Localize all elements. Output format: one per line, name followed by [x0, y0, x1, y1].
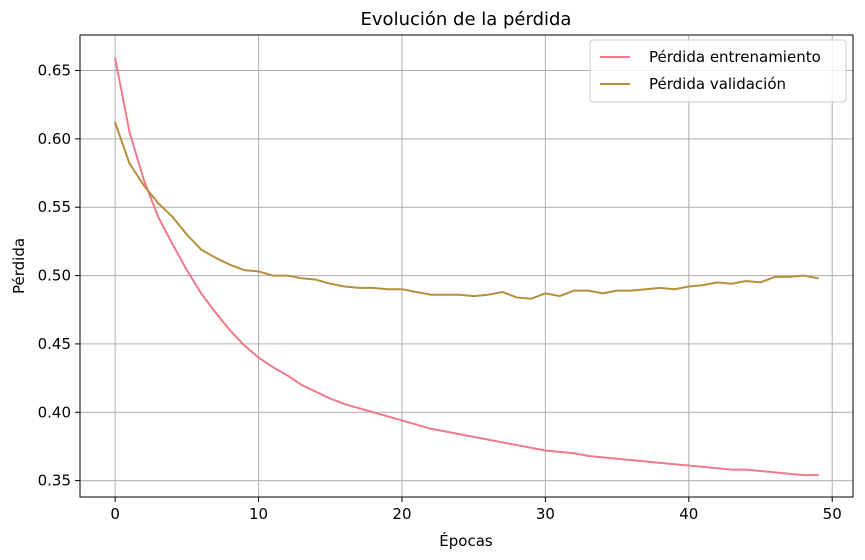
y-tick-label: 0.65	[38, 62, 71, 80]
y-tick-label: 0.35	[38, 472, 71, 490]
y-tick-label: 0.55	[38, 198, 71, 216]
chart-title: Evolución de la pérdida	[361, 9, 572, 30]
y-tick-label: 0.60	[38, 130, 71, 148]
x-tick-label: 10	[249, 505, 268, 523]
legend-label-val: Pérdida validación	[649, 75, 786, 93]
y-axis-label: Pérdida	[10, 238, 28, 294]
plot-frame	[79, 34, 854, 498]
training-loss-line	[114, 57, 819, 477]
x-tick-label: 40	[679, 505, 698, 523]
y-tick-label: 0.45	[38, 335, 71, 353]
legend-label-train: Pérdida entrenamiento	[649, 48, 821, 66]
x-tick-label: 30	[536, 505, 555, 523]
series-lines	[114, 57, 819, 477]
legend-box	[589, 39, 847, 103]
x-tick-label: 0	[110, 505, 120, 523]
x-tick-label: 50	[823, 505, 842, 523]
x-axis-label: Épocas	[439, 531, 493, 550]
axis-ticks: 0 10 20 30 40 50 0.35 0.40 0.45 0.50 0.55 0.60 0.65	[38, 62, 842, 523]
x-tick-label: 20	[392, 505, 411, 523]
validation-loss-line	[114, 121, 819, 300]
y-tick-label: 0.50	[38, 267, 71, 285]
legend: Pérdida entrenamiento Pérdida validación	[589, 39, 847, 103]
grid-lines	[80, 35, 853, 497]
y-tick-label: 0.40	[38, 403, 71, 421]
